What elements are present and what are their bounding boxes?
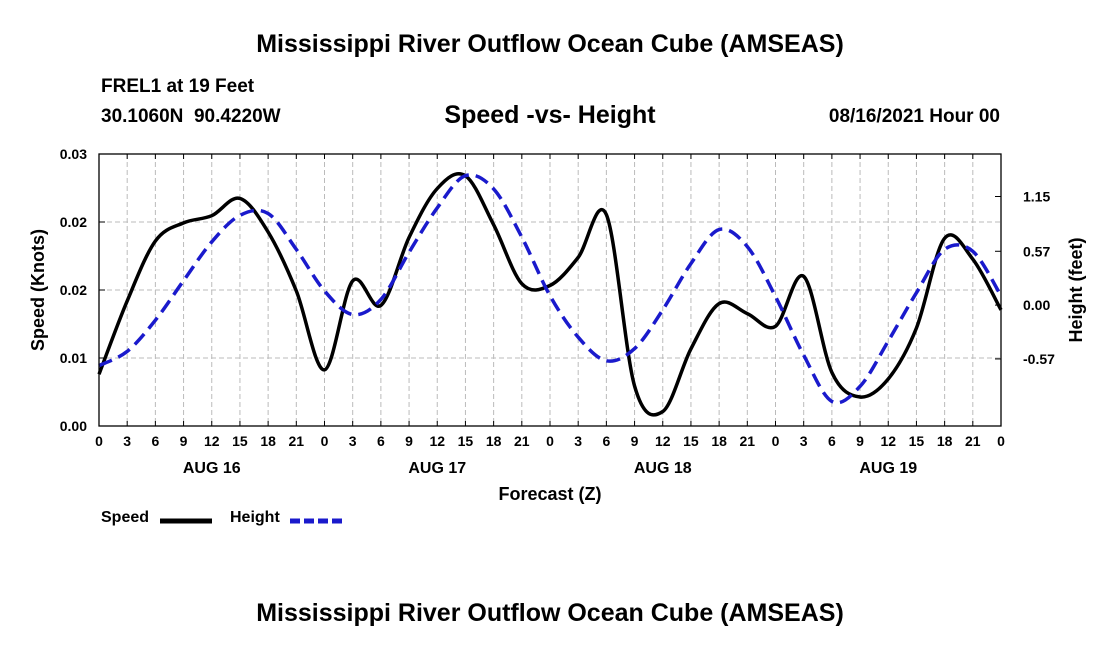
x-tick-label: 3 xyxy=(574,433,582,449)
legend-height: Height xyxy=(230,509,280,527)
legend-height-swatch xyxy=(290,518,342,524)
x-tick-label: 12 xyxy=(204,433,220,449)
x-tick-label: 18 xyxy=(711,433,727,449)
x-day-label: AUG 18 xyxy=(634,460,692,477)
x-tick-label: 3 xyxy=(123,433,131,449)
x-tick-label: 18 xyxy=(260,433,276,449)
footer-title: Mississippi River Outflow Ocean Cube (AM… xyxy=(256,599,844,627)
x-tick-label: 9 xyxy=(405,433,413,449)
x-tick-label: 18 xyxy=(937,433,953,449)
forecast-datetime: 08/16/2021 Hour 00 xyxy=(828,106,1000,127)
station-label: FREL1 at 19 Feet xyxy=(101,76,255,97)
x-tick-label: 0 xyxy=(772,433,780,449)
y-right-tick-label: -0.57 xyxy=(1023,351,1055,367)
x-tick-label: 6 xyxy=(602,433,610,449)
legend-height-label: Height xyxy=(230,509,280,526)
series-line-speed xyxy=(97,172,1003,417)
x-tick-label: 6 xyxy=(828,433,836,449)
chart-subtitle: Speed -vs- Height xyxy=(444,101,656,129)
x-tick-label: 6 xyxy=(377,433,385,449)
x-day-label: AUG 16 xyxy=(183,460,241,477)
x-tick-label: 15 xyxy=(909,433,925,449)
x-tick-label: 9 xyxy=(180,433,188,449)
y-right-tick-label: 0.00 xyxy=(1023,297,1050,313)
x-day-label: AUG 17 xyxy=(408,460,466,477)
y-left-tick-label: 0.00 xyxy=(60,418,87,434)
x-tick-label: 12 xyxy=(429,433,445,449)
y-axis-left-label: Speed (Knots) xyxy=(28,229,48,351)
x-tick-label: 18 xyxy=(486,433,502,449)
grid xyxy=(99,154,1001,426)
x-tick-label: 3 xyxy=(800,433,808,449)
y-left-tick-label: 0.01 xyxy=(60,350,87,366)
x-tick-label: 21 xyxy=(289,433,305,449)
x-tick-label: 21 xyxy=(740,433,756,449)
x-tick-label: 0 xyxy=(95,433,103,449)
y-left-tick-label: 0.02 xyxy=(60,214,87,230)
y-right-tick-label: 1.15 xyxy=(1023,189,1050,205)
x-axis-label: Forecast (Z) xyxy=(498,484,601,504)
coordinates-label: 30.1060N 90.4220W xyxy=(101,106,281,127)
axes: 0 3 6 9 12 15 18 21 0 3 6 9 12 15 18 21 0 3 6 9 12 15 18 21 0 3 6 9… xyxy=(60,146,1055,477)
x-tick-label: 12 xyxy=(655,433,671,449)
x-tick-label: 15 xyxy=(232,433,248,449)
x-tick-label: 0 xyxy=(997,433,1005,449)
x-tick-label: 9 xyxy=(856,433,864,449)
legend-speed-swatch xyxy=(160,518,212,524)
x-tick-label: 0 xyxy=(546,433,554,449)
y-right-tick-label: 0.57 xyxy=(1023,243,1050,259)
x-day-label: AUG 19 xyxy=(859,460,917,477)
x-tick-label: 6 xyxy=(151,433,159,449)
x-tick-label: 3 xyxy=(349,433,357,449)
series-group xyxy=(97,172,1003,417)
x-tick-label: 21 xyxy=(965,433,981,449)
y-axis-right-label: Height (feet) xyxy=(1066,238,1086,343)
chart-title: Mississippi River Outflow Ocean Cube (AM… xyxy=(256,30,844,58)
x-tick-label: 0 xyxy=(321,433,329,449)
x-tick-label: 15 xyxy=(683,433,699,449)
legend-speed-label: Speed xyxy=(101,509,150,526)
y-left-tick-label: 0.02 xyxy=(60,282,87,298)
x-tick-label: 12 xyxy=(880,433,896,449)
x-tick-label: 15 xyxy=(458,433,474,449)
series-line-height xyxy=(98,173,1003,405)
y-left-tick-label: 0.03 xyxy=(60,146,87,162)
legend-speed: Speed xyxy=(101,509,149,527)
x-tick-label: 9 xyxy=(631,433,639,449)
x-tick-label: 21 xyxy=(514,433,530,449)
